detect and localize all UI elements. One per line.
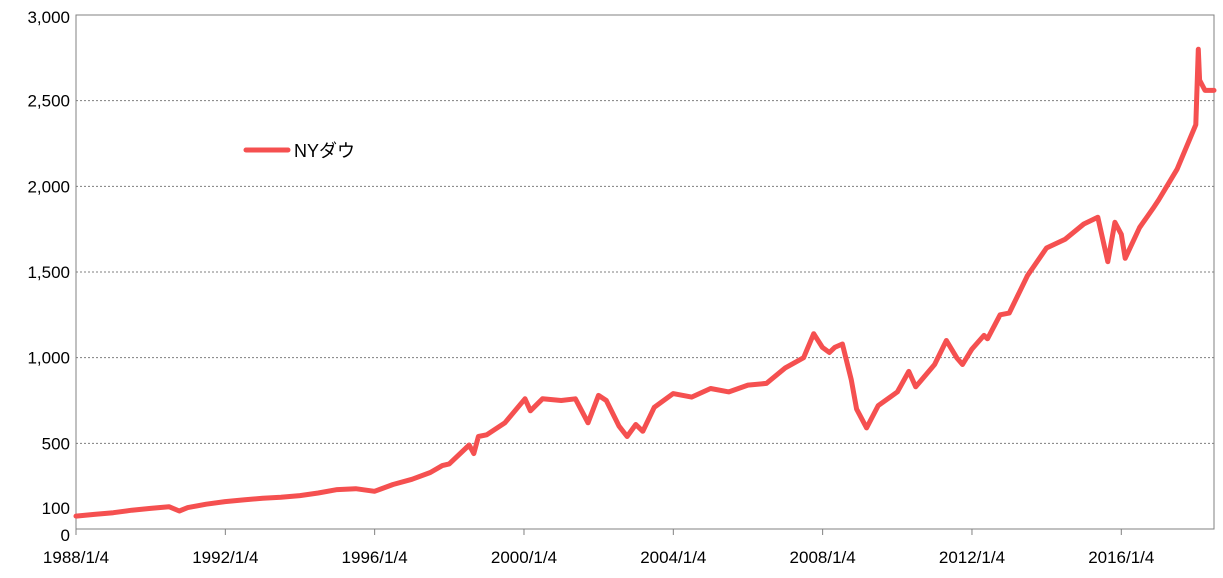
legend: NYダウ	[243, 141, 355, 161]
x-tick-label: 2016/1/4	[1088, 548, 1154, 567]
axes	[75, 14, 1215, 535]
y-tick-label: 2,500	[27, 92, 70, 111]
tick-labels: 0 100 500 1,000 1,500 2,000 2,500 3,000 1988/1/4…	[27, 8, 1154, 567]
y-tick-label: 3,000	[27, 8, 70, 27]
x-tick-label: 1992/1/4	[192, 548, 258, 567]
y-tick-label: 0	[61, 526, 70, 545]
x-tick-label: 2000/1/4	[491, 548, 557, 567]
plot-frame	[75, 14, 1215, 530]
y-tick-label: 500	[42, 434, 70, 453]
y-tick-label: 1,000	[27, 349, 70, 368]
y-tick-label: 1,500	[27, 263, 70, 282]
x-tick-label: 1988/1/4	[43, 548, 109, 567]
x-tick-label: 1996/1/4	[342, 548, 408, 567]
x-tick-label: 2012/1/4	[939, 548, 1005, 567]
series-layer	[73, 46, 1217, 519]
legend-label: NYダウ	[294, 141, 355, 161]
y-tick-label: 100	[42, 499, 70, 518]
x-tick-label: 2004/1/4	[640, 548, 706, 567]
series-line	[73, 46, 1217, 519]
y-tick-label: 2,000	[27, 177, 70, 196]
gridlines	[76, 100, 1214, 444]
x-tick-label: 2008/1/4	[790, 548, 856, 567]
